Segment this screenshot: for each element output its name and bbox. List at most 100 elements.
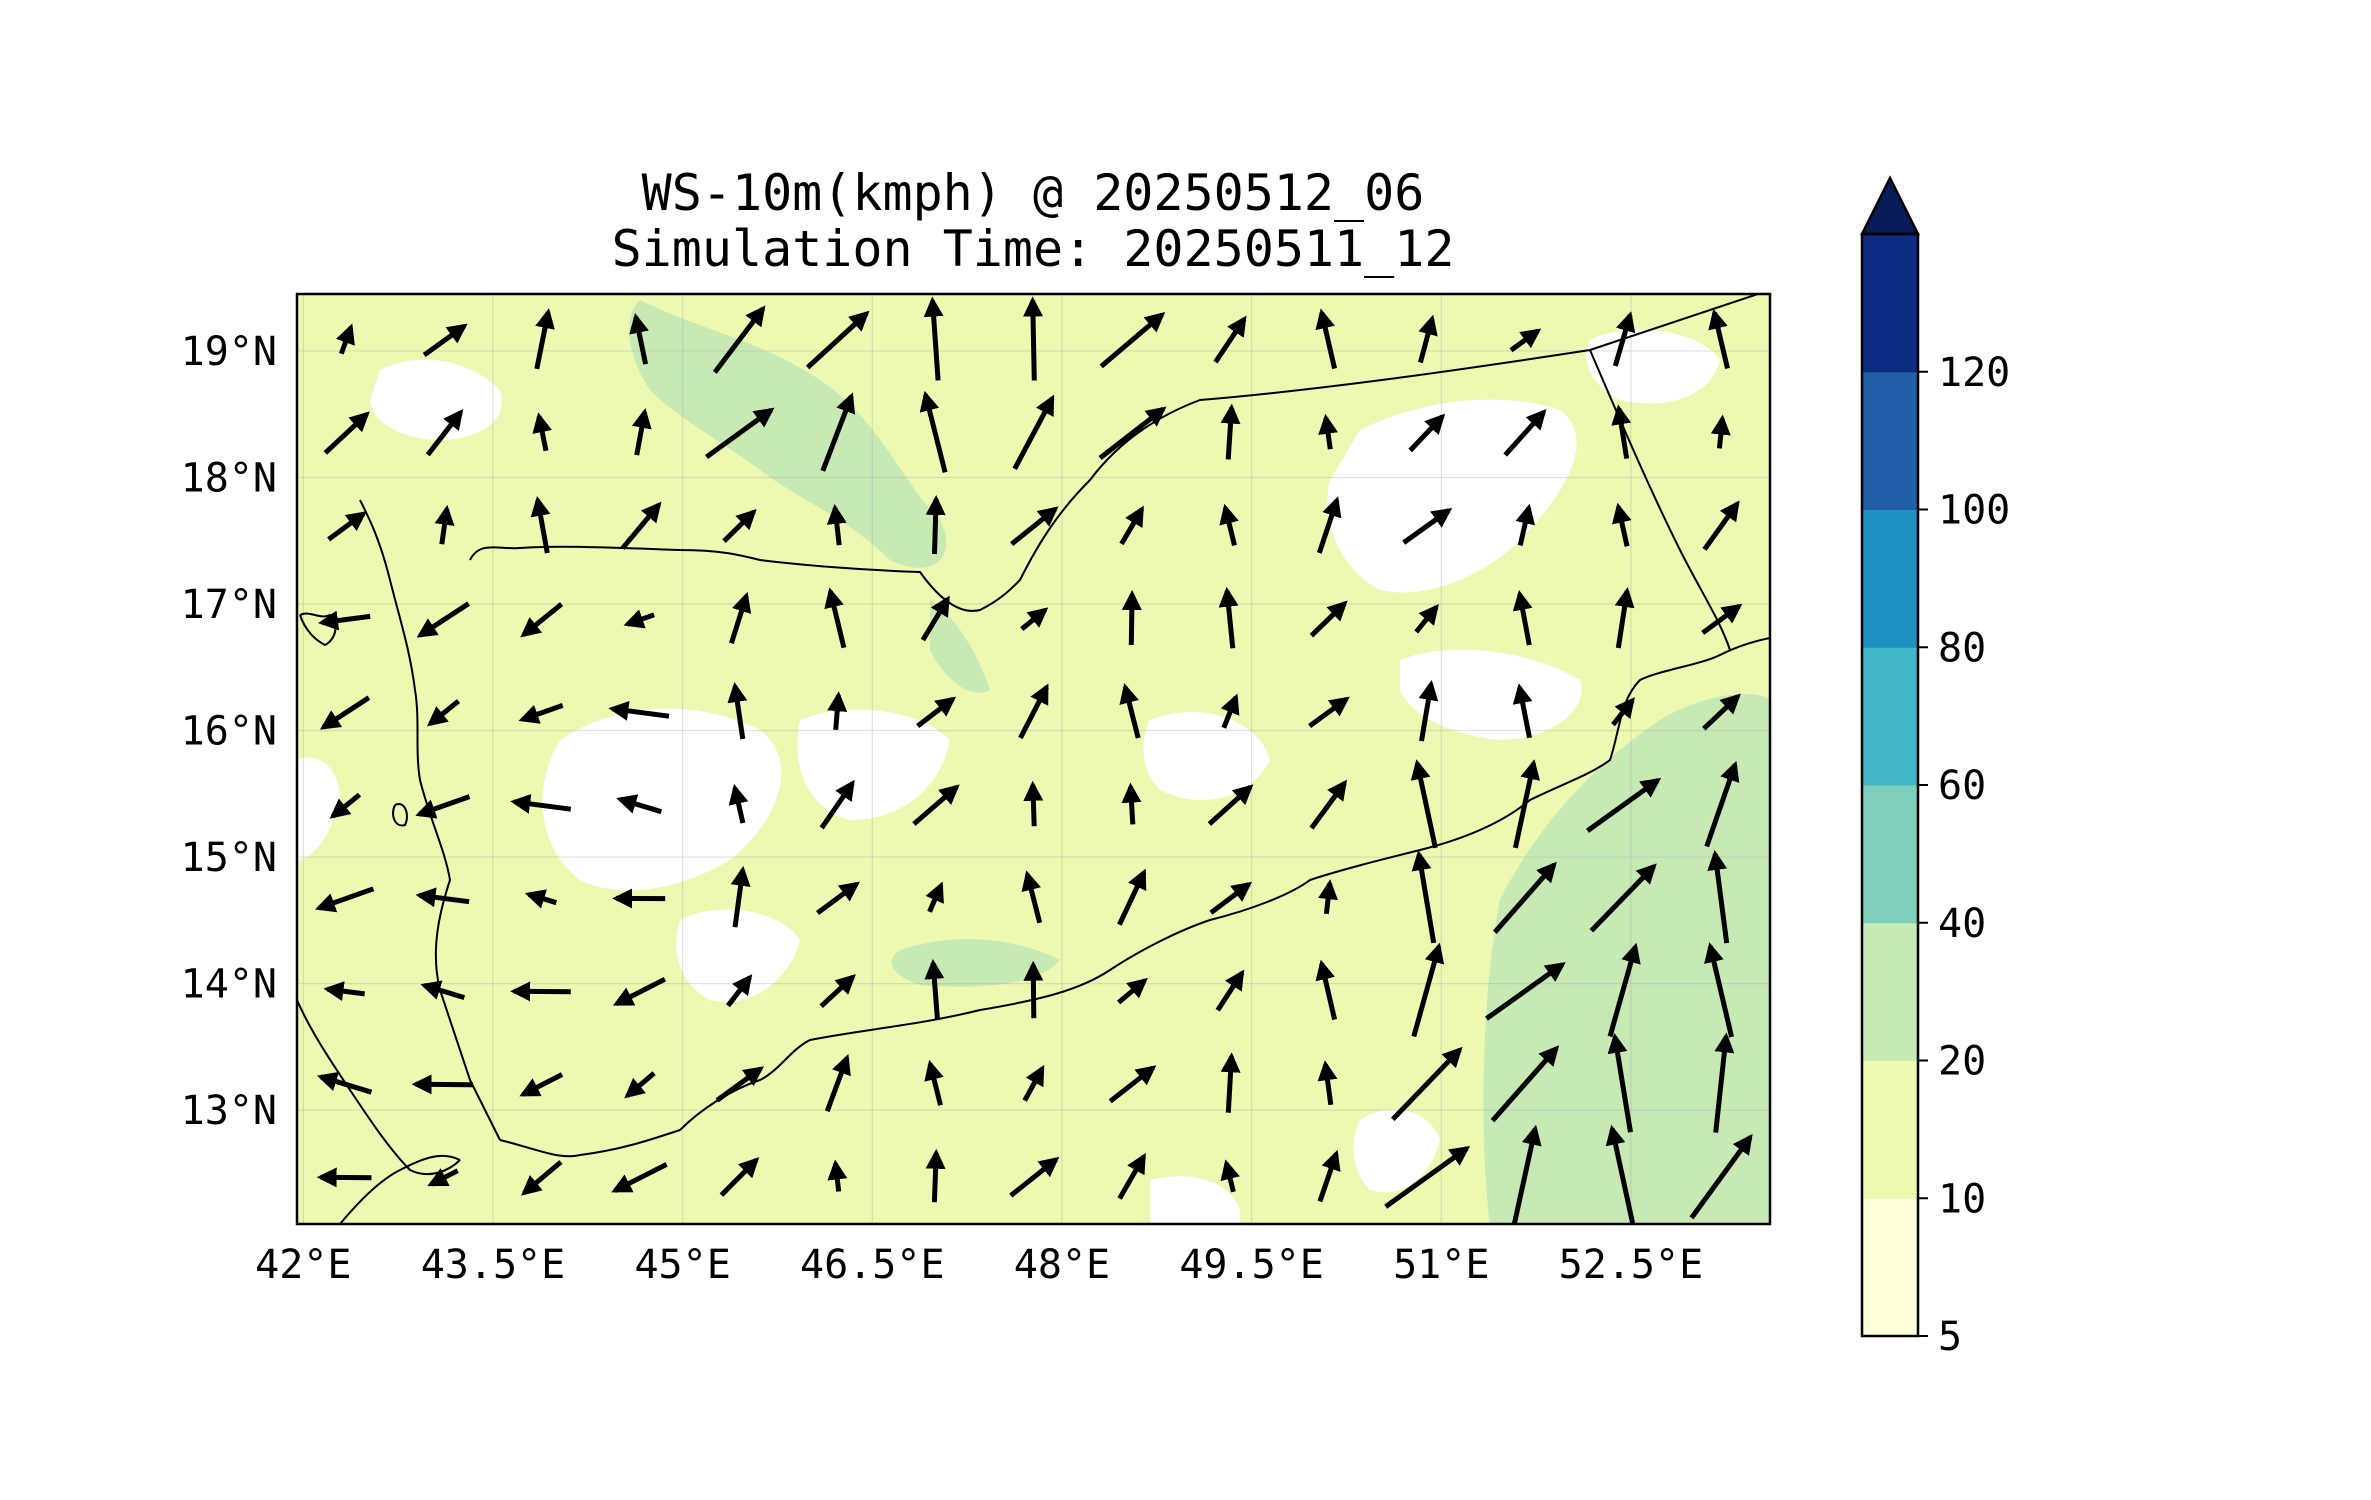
kamaran-island	[392, 803, 408, 827]
wind-arrow	[1209, 881, 1253, 915]
colorbar-band	[1862, 922, 1918, 1061]
wind-arrow	[624, 1071, 656, 1099]
wind-arrow	[1589, 863, 1657, 933]
wind-arrow	[316, 1071, 373, 1095]
wind-arrow	[1220, 403, 1241, 460]
wind-arrow	[1023, 296, 1044, 381]
colorbar-label: 120	[1938, 350, 2010, 396]
wind-arrow	[1704, 760, 1740, 848]
colorbar-band	[1862, 785, 1918, 924]
x-tick-label: 48°E	[1014, 1242, 1110, 1288]
wind-arrow	[1309, 600, 1348, 638]
colorbar-band	[1862, 234, 1918, 373]
wind-arrow	[1707, 849, 1730, 944]
colorbar-label: 100	[1938, 488, 2010, 534]
wind-arrow	[1098, 406, 1167, 460]
wind-arrow	[616, 794, 663, 815]
wind-arrow	[920, 595, 950, 642]
x-tick-label: 43.5°E	[421, 1242, 566, 1288]
colorbar-label: 80	[1938, 625, 1986, 671]
wind-arrow	[520, 602, 564, 638]
wind-arrow	[705, 407, 775, 460]
y-tick-label: 13°N	[181, 1088, 277, 1134]
wind-arrow	[1512, 683, 1533, 739]
wind-arrow	[1410, 759, 1438, 849]
wind-arrow	[1309, 779, 1348, 830]
longitude-tick-labels: 42°E 43.5°E 45°E 46.5°E 48°E 49.5°E 51°E 52.5°E	[255, 1242, 1703, 1288]
colorbar-label: 5	[1938, 1314, 1962, 1360]
map-frame	[295, 292, 1772, 1226]
calm-zone-south	[1353, 1109, 1440, 1193]
wind-arrow	[912, 784, 960, 826]
colorbar-band	[1862, 371, 1918, 510]
wind-arrow	[1503, 409, 1547, 457]
wind-arrow	[1586, 777, 1662, 833]
wind-arrow	[1318, 879, 1338, 915]
strong-wind-zone-mid	[930, 600, 990, 693]
wind-arrow	[924, 1059, 944, 1106]
wind-arrow	[1220, 1159, 1240, 1193]
wind-arrow	[1490, 1045, 1560, 1123]
wind-arrow	[1010, 506, 1059, 547]
wind-arrow	[925, 1148, 946, 1203]
wind-arrow	[1384, 1145, 1471, 1209]
wind-arrow	[1402, 507, 1453, 545]
wind-arrow	[1511, 1124, 1542, 1224]
colorbar-label: 20	[1938, 1039, 1986, 1085]
colorbar-bands	[1862, 234, 1918, 1337]
wind-arrow	[422, 323, 468, 358]
wind-arrow	[318, 610, 371, 631]
wind-arrow	[519, 1072, 564, 1097]
wind-arrow	[1605, 1124, 1636, 1224]
wind-arrow	[1119, 505, 1145, 546]
strong-wind-zone-north	[629, 300, 947, 568]
wind-arrow	[816, 881, 860, 916]
calm-zone-northwest	[370, 359, 502, 440]
wind-arrow	[1023, 780, 1044, 827]
x-tick-label: 46.5°E	[800, 1242, 945, 1288]
djibouti-coastline	[339, 1154, 461, 1224]
wind-arrow	[323, 981, 366, 1002]
wind-arrow	[336, 323, 355, 355]
wind-arrow	[1689, 1133, 1753, 1220]
wind-arrow	[712, 305, 766, 374]
wind-arrow	[1099, 312, 1166, 369]
wind-arrow	[730, 865, 751, 928]
wind-arrow	[726, 974, 753, 1008]
wind-arrow	[434, 504, 455, 545]
wind-arrow	[427, 1168, 459, 1187]
wind-arrow	[1021, 870, 1043, 924]
wind-arrow	[1018, 683, 1049, 740]
y-tick-label: 16°N	[181, 709, 277, 755]
wind-arrow	[923, 296, 944, 381]
wind-arrow	[1317, 1060, 1338, 1106]
wind-arrow	[329, 792, 362, 819]
y-tick-label: 17°N	[181, 582, 277, 628]
wind-arrow	[426, 699, 461, 727]
wind-arrow	[524, 889, 558, 909]
wind-arrow	[824, 1054, 851, 1113]
x-tick-label: 52.5°E	[1559, 1242, 1704, 1288]
wind-arrow	[1213, 315, 1247, 364]
wind-arrow	[1408, 413, 1446, 453]
wind-arrow	[1485, 962, 1566, 1021]
wind-arrow	[1318, 413, 1339, 450]
yemen-west-coastline	[359, 499, 501, 1141]
wind-arrow	[727, 682, 748, 740]
wind-arrow	[924, 959, 945, 1021]
wind-arrow	[1117, 1153, 1146, 1200]
colorbar-band	[1862, 1060, 1918, 1199]
yemen-south-coastline	[499, 637, 1770, 1158]
wind-arrow	[1612, 502, 1632, 547]
colorbar-label: 60	[1938, 763, 1986, 809]
colorbar-labels: 5 10 20 40 60 80 100 120	[1918, 350, 2010, 1360]
colorbar-extend-triangle	[1859, 175, 1921, 236]
wind-arrow	[315, 886, 375, 913]
wind-arrow	[1116, 977, 1148, 1005]
colorbar-band	[1862, 647, 1918, 786]
wind-arrow	[1215, 969, 1245, 1012]
x-tick-label: 42°E	[255, 1242, 351, 1288]
x-tick-label: 51°E	[1393, 1242, 1489, 1288]
wind-arrow	[518, 703, 564, 724]
wind-arrow	[827, 691, 848, 731]
